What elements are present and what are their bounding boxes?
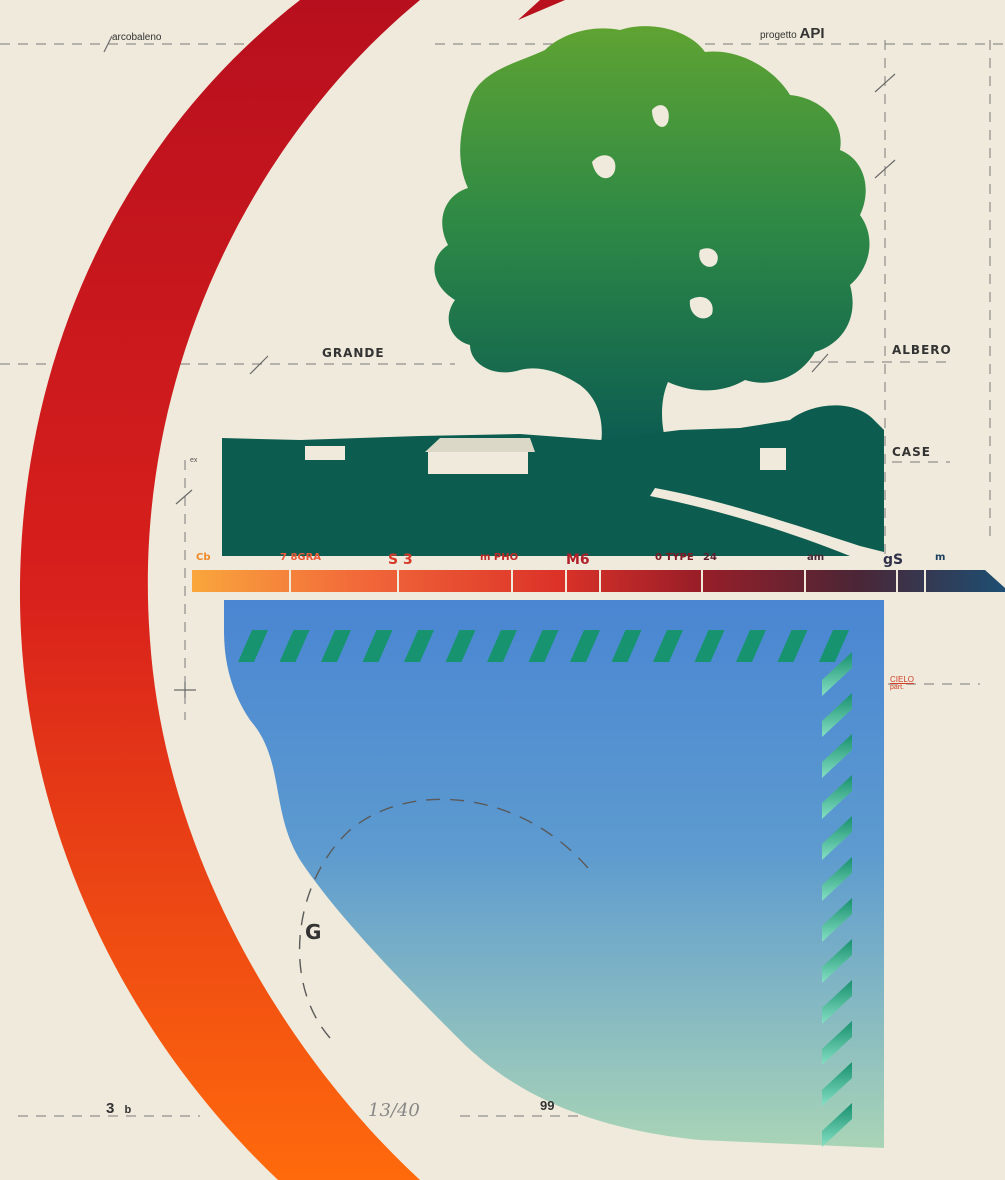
label-progetto: progetto API [760,25,825,42]
stripe-band-horizontal [238,630,849,662]
stripe-vertical [822,693,852,737]
label-99: 99 [540,1098,555,1113]
scale-labels: Cb 7 8GRA S 3 m PHO M6 0 TYPE 24 am gS m [0,552,1005,570]
label-arcobaleno: arcobaleno [112,32,162,43]
stripe-vertical [822,1021,852,1065]
stripe-vertical [822,857,852,901]
stripe-vertical [822,980,852,1024]
arc-arrow-tip [518,0,565,20]
label-bottom-left: 3 b [106,1100,131,1117]
farmhouses [305,438,786,474]
stripe-vertical [822,898,852,942]
stripe-horizontal [736,630,766,662]
sky-panel [224,600,884,1148]
stripe-horizontal [653,630,683,662]
scale-label: m PHO [480,552,519,563]
scale-dividers [289,568,926,594]
scale-label: am [807,552,825,563]
label-progetto-prefix: progetto [760,30,797,41]
stripe-vertical [822,775,852,819]
country-road [650,488,884,556]
scale-label: M6 [566,552,590,568]
label-bottom-left-num: 3 [106,1100,115,1117]
scale-label: S 3 [388,552,413,568]
label-albero: ALBERO [892,343,952,357]
stripe-horizontal [279,630,310,662]
stripe-horizontal [238,630,268,662]
stripe-horizontal [528,630,559,662]
label-progetto-api: API [799,25,825,42]
color-scale-bar [192,570,1005,592]
scale-label: 24 [703,552,717,563]
stripe-band-vertical [822,652,852,1147]
stripe-horizontal [570,630,600,662]
stripe-horizontal [694,630,725,662]
label-bottom-left-letter: b [124,1104,132,1116]
scale-label: 7 8GRA [280,552,322,563]
scale-label: Cb [196,552,211,563]
landscape-ground [222,405,884,556]
stripe-horizontal [487,630,517,662]
label-ex: ex [190,457,198,464]
stripe-horizontal [611,630,642,662]
label-cielo-sub: part. [890,684,905,691]
label-cielo-main: CIELO [890,675,915,684]
stripe-horizontal [819,630,849,662]
dashed-circle [298,798,589,1039]
tree-canopy [434,26,870,450]
tick-marks [103,35,896,698]
stripe-horizontal [404,630,434,662]
stripe-vertical [822,1103,852,1147]
stripe-horizontal [777,630,808,662]
stripe-vertical [822,939,852,983]
edition-number: 13/40 [368,1100,420,1121]
label-cielo: CIELO part. [890,676,914,692]
canopy-gaps [592,105,718,319]
stripe-vertical [822,734,852,778]
scale-label: 0 TYPE [655,552,694,563]
stripe-horizontal [445,630,476,662]
stripe-vertical [822,816,852,860]
scale-label: m [935,552,946,563]
label-grande: GRANDE [322,346,385,360]
stripe-horizontal [362,630,393,662]
rainbow-arc [19,0,420,1180]
label-g: G [305,920,322,944]
label-case: CASE [892,445,931,459]
stripe-vertical [822,652,852,696]
stripe-vertical [822,1062,852,1106]
stripe-horizontal [321,630,351,662]
scale-label: gS [883,552,904,568]
